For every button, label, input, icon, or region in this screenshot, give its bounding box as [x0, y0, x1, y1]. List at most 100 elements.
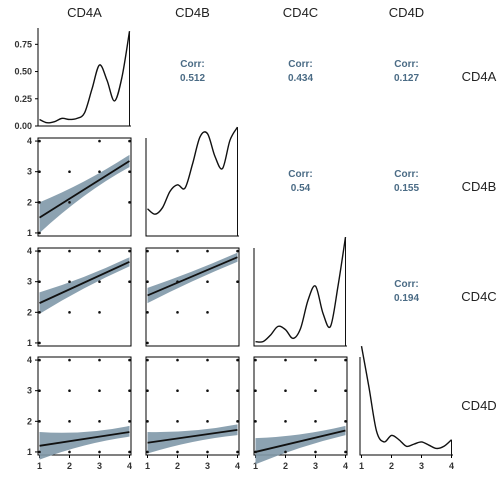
scatter-point-2-0-4: [68, 311, 71, 314]
panel-frame-2-0: [37, 247, 132, 347]
scatter-point-3-1-8: [206, 450, 209, 454]
xtick-label-c2-2: 2: [283, 461, 288, 471]
ytick-label-r3-2: 2: [27, 416, 32, 426]
scatter-point-3-1-9: [206, 420, 209, 423]
scatter-point-2-0-8: [98, 280, 101, 283]
scatter-point-2-1-7: [206, 311, 209, 314]
panel-frame-3-0: [37, 356, 132, 456]
scatter-point-1-0-9: [128, 170, 131, 173]
scatter-point-2-0-6: [68, 249, 71, 253]
scatter-point-2-0-10: [128, 280, 131, 283]
scatter-point-3-0-13: [128, 420, 131, 423]
row-label-cd4b: CD4B: [462, 179, 497, 194]
corr-label-0-2: Corr:: [288, 59, 312, 70]
column-header-cd4b: CD4B: [175, 5, 210, 20]
scatter-point-1-0-3: [38, 139, 41, 143]
scatter-point-3-1-11: [206, 358, 209, 362]
scatter-point-3-2-6: [284, 389, 287, 392]
panel-axes-2-2: [253, 248, 347, 347]
density-ytick-label-3: 0.75: [14, 39, 32, 49]
ytick-label-r2-2: 2: [27, 307, 32, 317]
column-header-cd4d: CD4D: [389, 5, 424, 20]
ytick-label-r3-4: 4: [27, 355, 32, 365]
xtick-label-c1-4: 4: [235, 461, 240, 471]
column-header-cd4a: CD4A: [67, 5, 102, 20]
xtick-label-c3-1: 1: [359, 461, 364, 471]
xtick-label-c2-4: 4: [343, 461, 348, 471]
scatter-point-3-1-3: [146, 358, 149, 362]
scatter-point-2-0-1: [38, 311, 41, 314]
xtick-label-c3-3: 3: [419, 461, 424, 471]
scatter-point-3-1-6: [176, 389, 179, 392]
corr-value-1-3: 0.155: [394, 183, 419, 194]
density-curve-cd4a: [39, 31, 131, 124]
scatter-point-2-1-1: [146, 311, 149, 314]
ytick-label-r1-1: 1: [27, 228, 32, 238]
panel-frame-1-0: [37, 137, 132, 237]
xtick-label-c0-3: 3: [97, 461, 102, 471]
xtick-label-c1-2: 2: [175, 461, 180, 471]
ytick-label-r1-2: 2: [27, 197, 32, 207]
panel-axes-3-3: [359, 357, 453, 456]
corr-value-2-3: 0.194: [394, 293, 419, 304]
scatter-point-2-0-9: [98, 249, 101, 253]
scatter-point-3-2-14: [344, 389, 347, 392]
corr-label-0-3: Corr:: [394, 59, 418, 70]
panel-frame-3-2: [253, 356, 348, 456]
scatter-point-3-2-15: [344, 358, 347, 362]
scatter-point-3-2-8: [314, 450, 317, 454]
corr-label-2-3: Corr:: [394, 279, 418, 290]
confidence-band-1-0: [39, 154, 130, 233]
scatter-point-3-1-4: [176, 450, 179, 454]
xtick-label-c3-4: 4: [449, 461, 454, 471]
scatter-point-3-2-4: [284, 450, 287, 454]
scatter-point-3-1-10: [206, 389, 209, 392]
corr-value-0-3: 0.127: [394, 73, 419, 84]
density-curve-cd4d: [360, 345, 452, 450]
scatter-point-2-1-8: [206, 280, 209, 283]
confidence-band-3-2: [255, 425, 346, 465]
scatter-point-3-1-14: [236, 389, 239, 392]
scatter-point-2-0-7: [98, 311, 101, 314]
scatter-point-3-0-6: [68, 389, 71, 392]
scatter-point-1-0-0: [38, 231, 41, 235]
scatter-point-2-0-2: [38, 280, 41, 283]
scatter-point-1-0-6: [98, 170, 101, 173]
scatter-point-2-0-11: [128, 249, 131, 253]
scatter-point-3-2-11: [314, 358, 317, 362]
scatter-point-3-1-15: [236, 358, 239, 362]
scatter-point-3-2-12: [344, 450, 347, 454]
xtick-label-c2-1: 1: [253, 461, 258, 471]
row-label-cd4a: CD4A: [462, 69, 497, 84]
scatter-point-2-1-10: [236, 280, 239, 283]
scatter-point-3-1-13: [236, 420, 239, 423]
density-curve-cd4c: [255, 237, 347, 343]
scatter-point-3-2-3: [254, 358, 257, 362]
scatter-point-3-0-1: [38, 420, 41, 423]
ytick-label-r2-1: 1: [27, 338, 32, 348]
scatter-point-3-0-4: [68, 450, 71, 454]
scatter-point-1-0-7: [98, 139, 101, 143]
confidence-band-2-1: [147, 252, 238, 304]
scatter-point-3-2-10: [314, 389, 317, 392]
scatter-point-3-0-5: [68, 420, 71, 423]
corr-label-0-1: Corr:: [180, 59, 204, 70]
scatter-point-2-1-0: [146, 341, 149, 345]
xtick-label-c0-1: 1: [37, 461, 42, 471]
column-header-cd4c: CD4C: [283, 5, 318, 20]
scatter-point-3-0-0: [38, 450, 41, 454]
fit-line-3-1: [147, 428, 238, 444]
scatter-point-1-0-4: [68, 201, 71, 204]
xtick-label-c3-2: 2: [389, 461, 394, 471]
confidence-band-3-1: [147, 424, 238, 454]
scatter-point-3-0-11: [98, 358, 101, 362]
corr-value-0-1: 0.512: [180, 73, 205, 84]
ytick-label-r2-4: 4: [27, 246, 32, 256]
scatter-point-3-0-7: [68, 358, 71, 362]
row-label-cd4d: CD4D: [461, 398, 496, 413]
scatter-point-1-0-2: [38, 170, 41, 173]
scatter-point-3-2-2: [254, 389, 257, 392]
ytick-label-r3-1: 1: [27, 447, 32, 457]
